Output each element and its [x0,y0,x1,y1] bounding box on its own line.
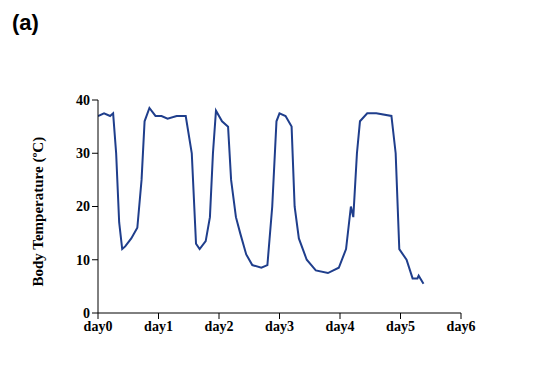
svg-text:day4: day4 [326,319,355,334]
svg-text:20: 20 [76,199,90,214]
html-text:(a): (a) [12,10,39,35]
svg-text:day1: day1 [144,319,173,334]
svg-text:0: 0 [83,306,90,321]
svg-text:10: 10 [76,253,90,268]
svg-text:day5: day5 [386,319,415,334]
svg-text:day2: day2 [205,319,234,334]
svg-text:day3: day3 [265,319,294,334]
svg-text:day6: day6 [447,319,476,334]
svg-text:30: 30 [76,146,90,161]
svg-text:Body Temperature (ºC): Body Temperature (ºC) [30,137,47,287]
svg-text:40: 40 [76,93,90,108]
svg-text:day0: day0 [84,319,113,334]
